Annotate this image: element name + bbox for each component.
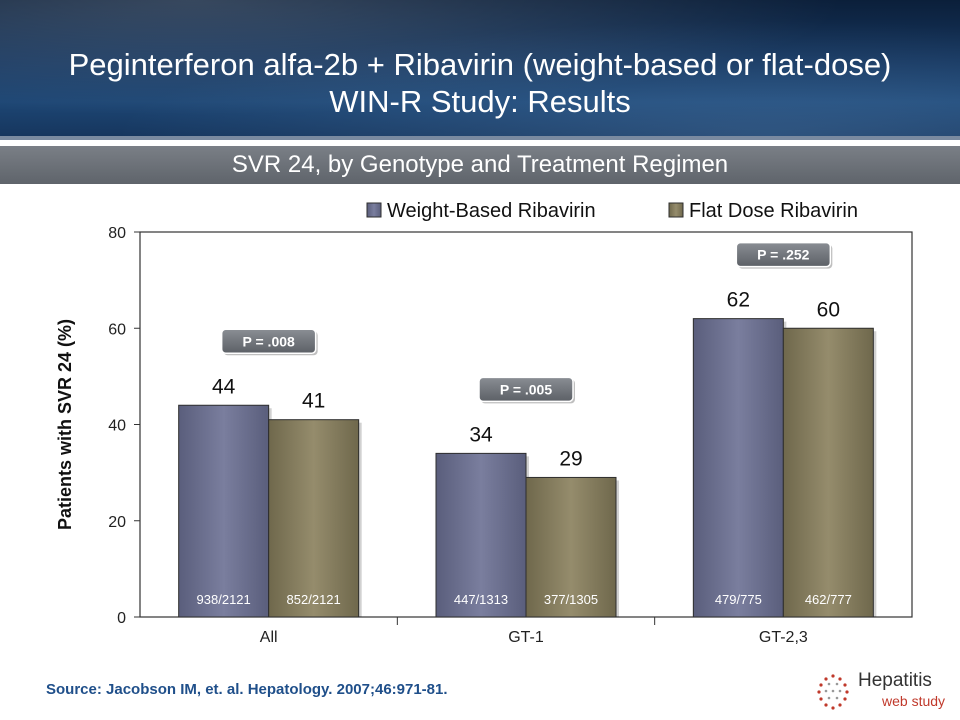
bar-fraction-label: 462/777 (805, 592, 852, 607)
legend-label-weight-based: Weight-Based Ribavirin (387, 200, 596, 222)
legend-swatch-flat-dose (668, 202, 684, 218)
bar-fraction-label: 479/775 (715, 592, 762, 607)
bar-value-label: 60 (817, 298, 840, 321)
x-tick-label: GT-2,3 (759, 629, 808, 646)
bar-weight-based (692, 318, 784, 618)
bar-weight-based (178, 404, 270, 618)
bar-fraction-label: 377/1305 (544, 592, 598, 607)
bar-value-label: 44 (212, 375, 236, 398)
p-value-badge (478, 376, 574, 403)
bar-value-label: 34 (469, 423, 493, 446)
header-banner: Peginterferon alfa-2b + Ribavirin (weigh… (0, 0, 960, 136)
source-citation: Source: Jacobson IM, et. al. Hepatology.… (46, 681, 448, 698)
p-value-label: P = .008 (243, 333, 296, 349)
dots-logo-icon (817, 674, 849, 710)
bar-fraction-label: 447/1313 (454, 592, 508, 607)
header-divider (0, 136, 960, 140)
bar-weight-based (435, 452, 527, 618)
brand-name: Hepatitis (858, 670, 932, 691)
page-title: Peginterferon alfa-2b + Ribavirin (weigh… (0, 46, 960, 120)
bar-chart: 0 20 40 60 80 Patients with SVR 24 (%) All GT-1… (55, 200, 913, 646)
brand-logo: Hepatitis web study (812, 668, 952, 714)
p-value-label: P = .005 (500, 381, 553, 397)
page-title-line-2: WIN-R Study: Results (329, 84, 631, 119)
bar-value-label: 41 (302, 390, 325, 413)
bar-flat-dose (268, 419, 360, 618)
y-tick-label: 80 (108, 225, 126, 242)
x-tick-label: All (260, 629, 278, 646)
p-value-badge (220, 328, 317, 354)
bar-value-label: 62 (727, 289, 750, 312)
y-tick-label: 40 (108, 418, 126, 435)
bar-fraction-label: 938/2121 (197, 592, 251, 607)
y-axis-title: Patients with SVR 24 (%) (55, 319, 75, 530)
header-sheen (0, 0, 960, 136)
bar-flat-dose (525, 476, 617, 618)
y-tick-label: 20 (108, 514, 126, 531)
legend-swatch-weight-based (366, 202, 382, 218)
legend-label-flat-dose: Flat Dose Ribavirin (689, 200, 858, 222)
y-tick-label: 60 (108, 321, 126, 338)
p-value-badge (735, 241, 832, 268)
brand-tagline: web study (882, 693, 946, 709)
chart-subtitle: SVR 24, by Genotype and Treatment Regime… (231, 151, 729, 178)
y-tick-label: 0 (117, 610, 126, 627)
p-value-label: P = .252 (757, 247, 810, 263)
page-title-line-1: Peginterferon alfa-2b + Ribavirin (weigh… (68, 47, 892, 82)
subtitle-bar: SVR 24, by Genotype and Treatment Regime… (0, 146, 960, 184)
bar-value-label: 29 (559, 447, 582, 470)
bar-fraction-label: 852/2121 (287, 592, 341, 607)
bar-flat-dose (782, 327, 874, 618)
x-tick-label: GT-1 (508, 629, 544, 646)
